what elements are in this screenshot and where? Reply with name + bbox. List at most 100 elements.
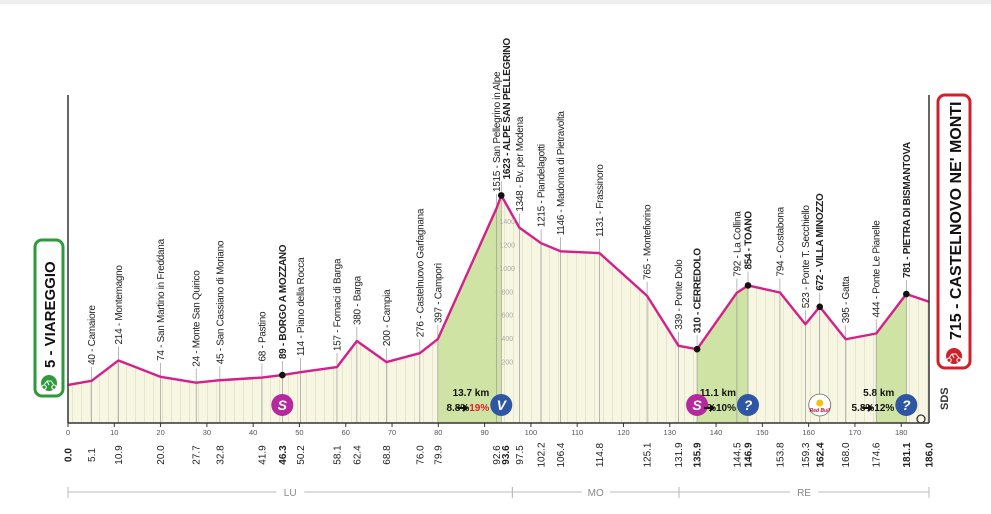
x-tick-label: 160 [802, 428, 815, 437]
km-label: 174.6 [872, 442, 883, 467]
km-label: 20.0 [156, 445, 167, 465]
waypoint-label: 68 - Pastino [257, 311, 268, 362]
km-label: 76.0 [415, 445, 426, 465]
x-tick-label: 150 [756, 428, 769, 437]
km-label: 153.8 [775, 442, 786, 467]
x-tick-label: 50 [295, 428, 303, 437]
x-tick-label: 60 [342, 428, 350, 437]
waypoint-label: 1623 - ALPE SAN PELLEGRINO [502, 38, 513, 180]
km-label: 10.9 [114, 445, 125, 465]
climb-arrow [862, 404, 874, 412]
km-label: 62.4 [352, 445, 363, 465]
climb-area [876, 294, 907, 423]
km-label: 92.6 [492, 445, 503, 465]
y-tick-label: 1400 [499, 219, 515, 226]
km-label: 146.9 [744, 442, 755, 467]
x-tick-label: 120 [617, 428, 630, 437]
km-label: 102.2 [537, 442, 548, 467]
waypoint-label: 214 - Montemagno [114, 265, 125, 345]
climb-max: 12% [874, 403, 894, 414]
waypoint-dot [816, 303, 824, 311]
icon-circle [271, 394, 294, 416]
x-tick-label: 90 [480, 428, 488, 437]
waypoint-label: 45 - San Cassiano di Moriano [215, 240, 226, 364]
icon-symbol: S [278, 397, 288, 413]
waypoint-label: 157 - Fornaci di Barga [332, 258, 343, 351]
km-label: 159.3 [801, 442, 812, 467]
waypoint-label: 114 - Piano della Rocca [296, 257, 307, 356]
top-bar [0, 0, 991, 4]
waypoint-label: 1146 - Madonna di Pietravolta [556, 111, 567, 236]
y-tick-label: 200 [501, 360, 513, 367]
waypoint-dot [744, 282, 752, 289]
waypoint-label: 792 - La Collina [732, 211, 743, 277]
waypoint-label: 794 - Costabona [775, 206, 786, 276]
x-tick-label: 30 [203, 428, 211, 437]
waypoint-label: 765 - Montefiorino [643, 204, 654, 280]
start-frame [33, 238, 65, 398]
waypoint-label: 1215 - Piandelagotti [537, 144, 548, 227]
waypoint-label: 672 - VILLA MINOZZO [815, 193, 826, 291]
km-label: 135.9 [693, 442, 704, 467]
waypoint-label: 1515 - San Pellegrino in Alpe [492, 71, 503, 192]
icon-circle [737, 394, 760, 416]
km-label: 58.1 [332, 445, 343, 465]
km-label: 144.5 [732, 442, 743, 467]
x-tick-label: 20 [156, 428, 164, 437]
finish-label: 715 - CASTELNOVO NE' MONTI [948, 102, 965, 341]
km-label: 168.0 [841, 442, 852, 467]
km-label: 106.4 [556, 442, 567, 467]
climb-length: 11.1 km [700, 388, 736, 399]
icon-sun [816, 399, 824, 407]
waypoint-label: 395 - Gatta [841, 276, 852, 323]
waypoint-label: 200 - Campia [382, 289, 393, 346]
icon-circle [895, 394, 918, 416]
climb-arrow [457, 404, 469, 412]
climb-max: 10% [716, 403, 736, 414]
region-label-bg [581, 486, 610, 498]
waypoint-dot [693, 345, 701, 353]
icon-circle [686, 394, 709, 416]
climb-area [697, 285, 749, 423]
x-tick-label: 130 [664, 428, 677, 437]
waypoint-label: 310 - CERREDOLO [693, 248, 704, 333]
km-label: 5.1 [87, 448, 98, 462]
region-label-bg [276, 486, 305, 498]
x-tick-label: 180 [895, 428, 908, 437]
x-tick-label: 110 [571, 428, 583, 437]
icon-circle [490, 394, 513, 416]
climb-gradient: 8.8%19% [446, 403, 489, 414]
x-tick-label: 10 [110, 428, 118, 437]
waypoint-label: 854 - TOANO [744, 211, 755, 270]
km-label: 125.1 [643, 442, 654, 467]
waypoint-label: 276 - Castelnuovo Garfagnana [415, 208, 426, 337]
waypoint-label: 74 - San Martino in Freddana [156, 238, 167, 360]
logo: SDS [939, 387, 951, 410]
km-label: 162.4 [815, 442, 826, 467]
km-label: 97.5 [515, 445, 526, 465]
icon-symbol: Red Bull [810, 408, 831, 414]
km-label: 131.9 [674, 442, 685, 467]
x-tick-label: 170 [849, 428, 862, 437]
y-tick-label: 1000 [499, 266, 515, 273]
km-label: 68.8 [382, 445, 393, 465]
logo-mark [916, 414, 926, 424]
km-label: 114.8 [595, 442, 606, 467]
km-label: 93.6 [501, 445, 512, 465]
start-bike [41, 375, 57, 391]
y-tick-label: 1200 [499, 242, 515, 249]
finish-frame [936, 93, 972, 370]
region-label: RE [797, 488, 811, 499]
icon-symbol: ? [902, 397, 911, 413]
waypoint-label: 89 - BORGO A MOZZANO [278, 244, 289, 359]
x-tick-label: 70 [388, 428, 396, 437]
waypoint-dot [903, 290, 910, 298]
climb-area [437, 195, 502, 423]
climb-arrow [703, 404, 715, 412]
waypoint-label: 781 - PIETRA DI BISMANTOVA [902, 142, 913, 278]
waypoint-dot [497, 192, 505, 199]
y-tick-label: 600 [501, 313, 513, 320]
waypoint-label: 523 - Ponte T. Secchiello [801, 205, 812, 309]
icon-symbol: S [692, 397, 702, 413]
